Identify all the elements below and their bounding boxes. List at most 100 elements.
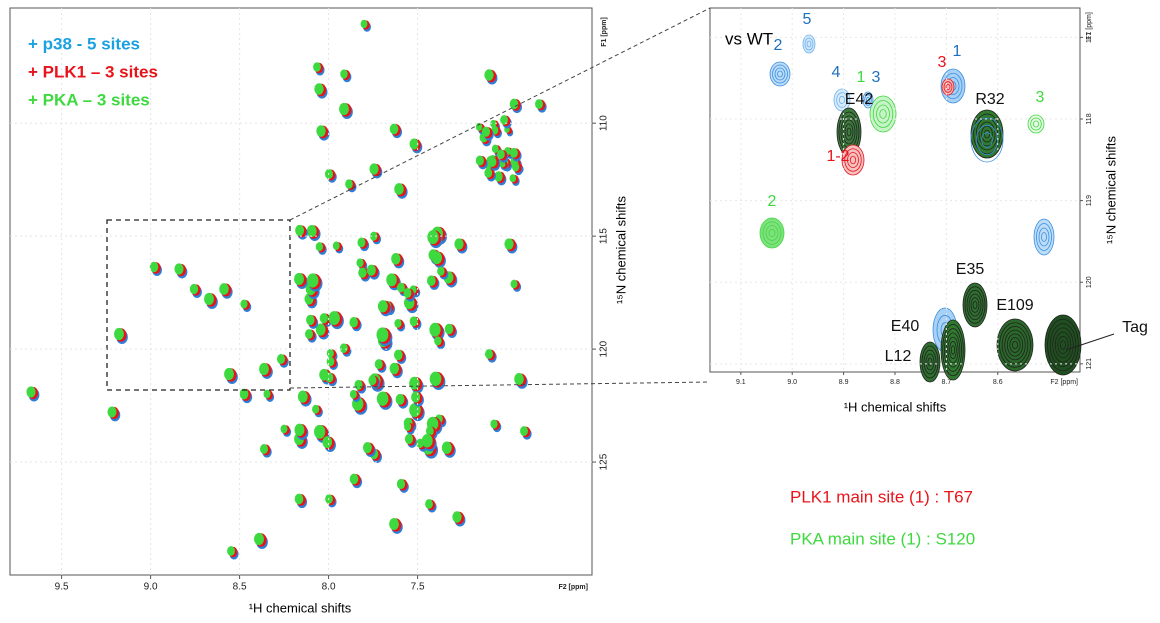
annotation: E35 [956,261,985,278]
peak [263,389,271,399]
peak [454,238,464,250]
peak [362,442,372,454]
contour [1052,327,1074,363]
peak [475,155,484,166]
peak [239,388,249,400]
peak [389,517,399,531]
peak [404,422,412,431]
peak [306,314,315,326]
note: PLK1 main site (1) : T67 [790,487,973,506]
peak [403,288,412,298]
y-tick-label: 110 [599,115,610,131]
peak [485,349,493,359]
y-unit: F1 [ppm] [601,17,608,47]
contour [865,96,871,104]
contour [836,92,848,108]
peak [314,424,326,439]
x-tick-label: 8.8 [890,379,900,386]
peak [280,424,288,434]
contour [981,132,993,148]
contour [774,67,786,81]
annotation: E40 [891,318,920,335]
peak [305,329,313,339]
peak [189,283,199,295]
annotation: E109 [996,297,1033,314]
peak [396,478,406,490]
contour [872,100,894,128]
peak [441,441,452,454]
peak [325,372,334,383]
y-axis-label: ¹⁵N chemical shifts [613,196,628,304]
peak [332,241,340,250]
annotation: 1 [857,69,866,86]
peak [394,183,404,195]
contour [999,322,1031,368]
peak [484,168,493,178]
peak [315,242,324,252]
zoom-line [289,381,711,389]
annotation: L12 [885,348,912,365]
y-unit: F1 [ppm] [1086,12,1093,40]
peak [240,299,248,309]
tag-pointer [1065,333,1115,351]
peak [306,224,317,238]
peak [431,251,443,265]
annotation: E42 [845,91,874,108]
x-tick-label: 9.1 [736,379,746,386]
contour [943,81,953,93]
contour [950,345,956,355]
x-tick-label: 8.0 [322,582,336,593]
contour [1047,318,1079,372]
peak [254,532,264,546]
peak [510,279,518,289]
contour [1038,227,1050,247]
annotation: 3 [872,69,881,86]
contour [847,152,859,168]
contour [864,94,872,106]
peak [386,273,397,287]
contour [1054,331,1072,359]
contour [923,349,937,375]
contour [973,113,1001,155]
contour [972,300,978,310]
contour [1004,329,1026,361]
annotation: 3 [938,54,947,71]
contour [1049,323,1077,367]
contour [919,341,941,383]
contour [949,341,957,359]
peak [339,102,349,116]
peak [354,379,363,390]
contour [844,148,862,172]
peak [294,423,305,437]
contour [804,37,814,51]
peak [107,406,117,418]
y-tick-label: 125 [599,453,610,470]
peak [227,546,235,556]
peak [396,282,405,293]
peak [374,359,383,370]
peak [149,261,159,273]
peak [389,123,399,135]
x-tick-label: 8.9 [839,379,849,386]
peak [500,115,508,125]
legend-entry: + PKA – 3 sites [28,90,150,109]
contour [1033,218,1055,256]
peak [437,266,445,276]
y-tick-label: 120 [1086,276,1093,288]
contour [970,109,1004,159]
y-tick-label: 120 [599,340,610,357]
contour [876,104,890,124]
annotation: Tag [1122,319,1148,336]
peak [368,375,377,386]
peak [511,162,520,172]
peak [340,69,348,79]
contour [944,328,962,372]
contour [970,297,980,313]
contour [942,323,964,377]
x-axis-label: ¹H chemical shifts [844,399,947,414]
contour [759,217,785,249]
peak [376,391,389,406]
peak [312,404,320,414]
y-tick-label: 119 [1086,195,1093,206]
peak [294,493,304,505]
